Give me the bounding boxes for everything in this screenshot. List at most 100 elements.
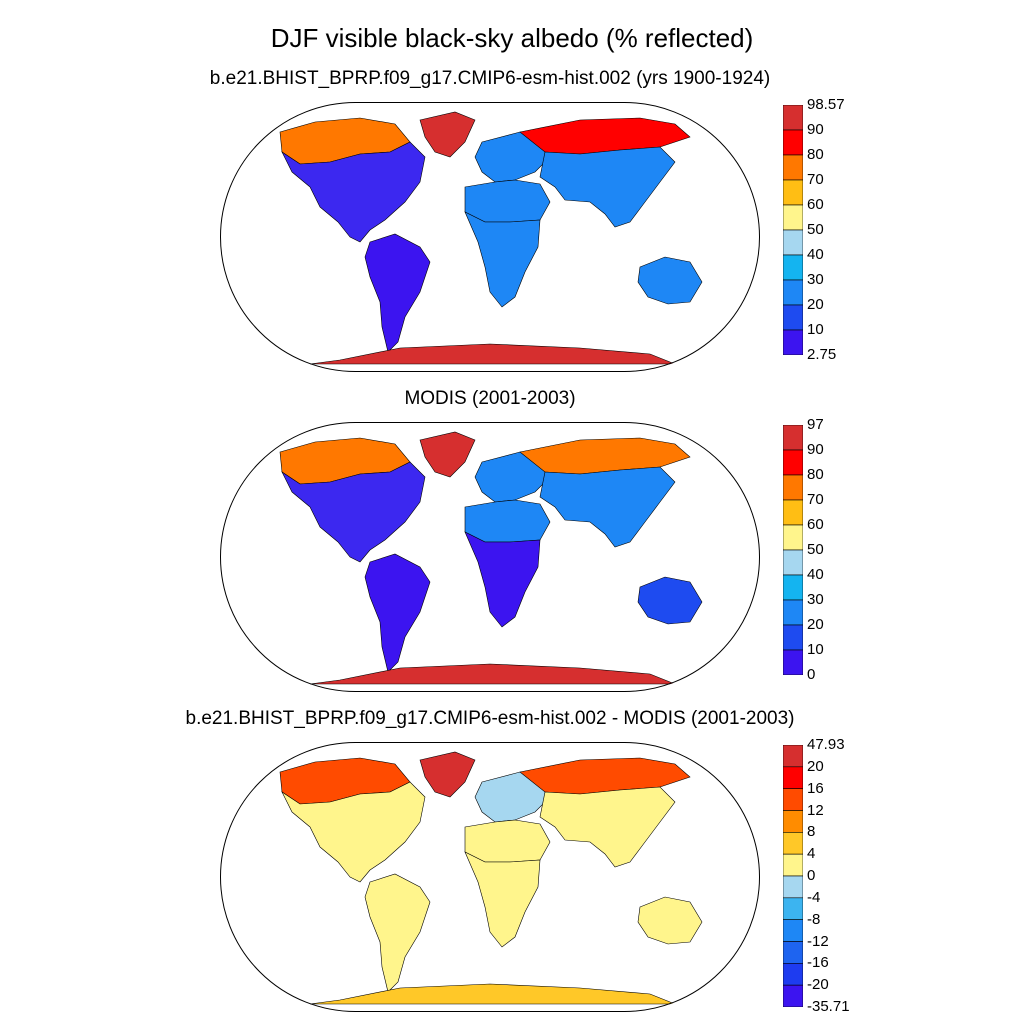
colorbar-box [783, 941, 803, 964]
colorbar-box [783, 329, 803, 355]
map-border [220, 102, 760, 372]
map-body [279, 431, 703, 685]
colorbar-label: -4 [807, 888, 821, 906]
colorbar-box [783, 574, 803, 601]
region-africa [464, 211, 541, 308]
region-antarctica [309, 343, 676, 365]
colorbar-label: -16 [807, 954, 829, 972]
region-siberia [519, 117, 691, 155]
panel-title: b.e21.BHIST_BPRP.f09_g17.CMIP6-esm-hist.… [209, 68, 771, 89]
colorbar-box [783, 154, 803, 181]
colorbar [783, 105, 803, 355]
panel-title: b.e21.BHIST_BPRP.f09_g17.CMIP6-esm-hist.… [185, 708, 795, 729]
colorbar-label: 12 [807, 801, 824, 819]
colorbar-label: -8 [807, 910, 821, 928]
map-body [279, 111, 703, 365]
colorbar [783, 425, 803, 675]
region-north-america [281, 461, 426, 563]
colorbar-label: 20 [807, 616, 824, 633]
colorbar-box [783, 875, 803, 899]
colorbar-label: 20 [807, 296, 824, 313]
colorbar-label: 50 [807, 221, 824, 238]
colorbar-label: -12 [807, 932, 829, 950]
colorbar-box [783, 549, 803, 576]
region-sahara [464, 499, 551, 543]
world-map [220, 742, 760, 1012]
region-sahara [464, 819, 551, 863]
map-border [220, 422, 760, 692]
region-sahara [464, 179, 551, 223]
region-australia [637, 256, 703, 305]
colorbar-label: 70 [807, 171, 824, 188]
colorbar-label: 50 [807, 541, 824, 558]
region-north-america [281, 141, 426, 243]
colorbar-label: 0 [807, 666, 816, 683]
region-siberia [519, 437, 691, 475]
region-asia [539, 466, 676, 548]
colorbar-label: 60 [807, 196, 824, 213]
colorbar-box [783, 984, 803, 1007]
colorbar-label: 10 [807, 641, 824, 658]
panel-title: MODIS (2001-2003) [404, 388, 576, 409]
colorbar-label: -20 [807, 976, 829, 994]
colorbar-box [783, 425, 803, 451]
colorbar-label: 40 [807, 566, 824, 583]
colorbar-label: 10 [807, 321, 824, 338]
world-map [220, 102, 760, 372]
region-asia [539, 146, 676, 228]
colorbar [783, 745, 803, 1007]
colorbar-box [783, 832, 803, 855]
colorbar-box [783, 204, 803, 231]
colorbar-box [783, 499, 803, 526]
colorbar-box [783, 853, 803, 877]
colorbar-box [783, 599, 803, 626]
colorbar-box [783, 279, 803, 306]
colorbar-label: 0 [807, 867, 816, 884]
colorbar-box [783, 304, 803, 331]
colorbar-box [783, 129, 803, 156]
colorbar-label: 8 [807, 823, 816, 841]
colorbar-label: 30 [807, 591, 824, 608]
region-antarctica [309, 663, 676, 685]
region-australia [637, 576, 703, 625]
colorbar-label: 97 [807, 416, 824, 433]
colorbar-box [783, 524, 803, 551]
colorbar-box [783, 624, 803, 651]
map-body [279, 751, 703, 1005]
colorbar-box [783, 449, 803, 476]
region-south-america [364, 553, 431, 673]
colorbar-label: 60 [807, 516, 824, 533]
colorbar-label: 70 [807, 491, 824, 508]
region-greenland [419, 431, 476, 478]
colorbar-label: -35.71 [807, 998, 850, 1015]
colorbar-label: 90 [807, 441, 824, 458]
colorbar-label: 16 [807, 779, 824, 797]
region-north-america [281, 781, 426, 883]
map-border [220, 742, 760, 1012]
region-australia [637, 896, 703, 945]
colorbar-label: 40 [807, 246, 824, 263]
colorbar-label: 20 [807, 757, 824, 775]
region-antarctica [309, 983, 676, 1005]
colorbar-box [783, 229, 803, 256]
colorbar-box [783, 963, 803, 986]
colorbar-box [783, 179, 803, 206]
colorbar-box [783, 788, 803, 811]
world-map [220, 422, 760, 692]
colorbar-label: 90 [807, 121, 824, 138]
region-africa [464, 531, 541, 628]
colorbar-label: 30 [807, 271, 824, 288]
colorbar-box [783, 105, 803, 131]
region-siberia [519, 757, 691, 795]
region-greenland [419, 111, 476, 158]
colorbar-box [783, 745, 803, 768]
colorbar-box [783, 766, 803, 789]
figure-title: DJF visible black-sky albedo (% reflecte… [270, 23, 754, 53]
colorbar-box [783, 810, 803, 833]
region-asia [539, 786, 676, 868]
colorbar-box [783, 474, 803, 501]
colorbar-label: 47.93 [807, 736, 845, 753]
colorbar-box [783, 254, 803, 281]
region-south-america [364, 873, 431, 993]
region-south-america [364, 233, 431, 353]
